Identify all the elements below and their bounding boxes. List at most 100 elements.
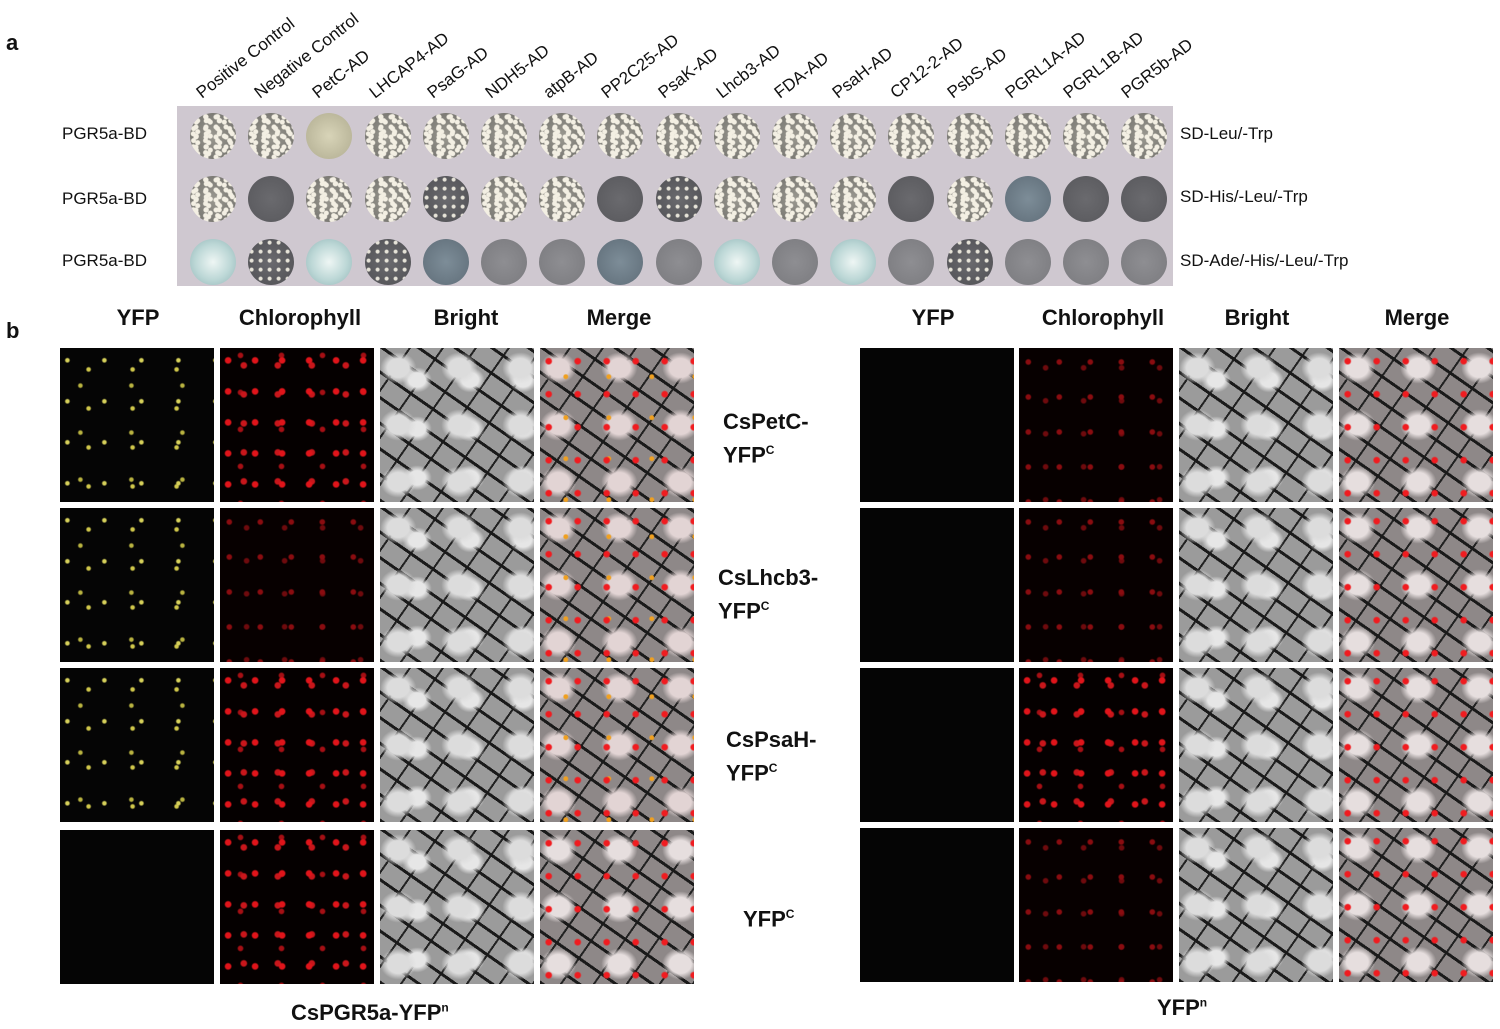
construct-tag-2: YFP [718, 598, 761, 624]
left-bright-image-row3 [380, 668, 534, 822]
right-chlorophyll-image-row4 [1019, 828, 1173, 982]
left-chlorophyll-image-row1 [220, 348, 374, 502]
left-header-yfp: YFP [116, 305, 160, 330]
construct-label-2: CsLhcb3- YFPC [718, 564, 818, 625]
yeast-colony-spot [190, 176, 236, 222]
yeast-colony-spot [830, 239, 877, 285]
yeast-colony-spot [772, 239, 818, 285]
right-merge-image-row4 [1339, 828, 1493, 982]
right-header-yfp: YFP [911, 305, 955, 330]
yeast-colony-spot [772, 176, 818, 222]
construct-name-1: CsPetC- [723, 409, 809, 434]
yeast-colony-spot [422, 176, 469, 222]
left-yfp-image-row2 [60, 508, 214, 662]
medium-label-1: SD-Leu/-Trp [1180, 124, 1273, 143]
construct-name-2: CsLhcb3- [718, 565, 819, 590]
yeast-colony-spot [888, 113, 935, 159]
yeast-colony-spot [364, 176, 411, 222]
left-header-merge: Merge [586, 305, 652, 330]
medium-label-3: SD-Ade/-His/-Leu/-Trp [1180, 251, 1349, 270]
yeast-colony-spot [306, 113, 353, 159]
left-yfp-image-row1 [60, 348, 214, 502]
right-group-name: YFP [1157, 995, 1200, 1020]
left-bright-image-row4 [380, 830, 534, 984]
right-bright-image-row1 [1179, 348, 1333, 502]
left-merge-image-row3 [540, 668, 694, 822]
right-header-merge: Merge [1384, 305, 1450, 330]
yeast-colony-spot [597, 113, 644, 159]
yeast-plate [177, 106, 1173, 286]
right-header-bright: Bright [1224, 305, 1290, 330]
yeast-colony-spot [830, 113, 877, 159]
yeast-colony-spot [248, 239, 295, 285]
yeast-colony-spot [481, 176, 527, 222]
yeast-colony-spot [481, 239, 527, 285]
yeast-colony-spot [946, 176, 993, 222]
construct-tag-3: YFP [726, 760, 769, 786]
right-merge-image-row3 [1339, 668, 1493, 822]
yeast-colony-spot [1121, 113, 1168, 159]
left-merge-image-row1 [540, 348, 694, 502]
yeast-colony-spot [713, 113, 760, 159]
yeast-colony-spot [1063, 113, 1109, 159]
right-group-label: YFPn [1157, 995, 1207, 1021]
left-merge-image-row4 [540, 830, 694, 984]
row-label-2: PGR5a-BD [62, 189, 148, 208]
yeast-colony-spot [306, 239, 353, 285]
yeast-colony-spot [888, 239, 935, 285]
yeast-colony-spot [713, 176, 760, 222]
construct-label-3: CsPsaH- YFPC [726, 726, 816, 787]
yeast-colony-spot [1063, 239, 1109, 285]
yeast-colony-spot [597, 239, 644, 285]
yeast-colony-spot [422, 113, 469, 159]
panel-a-letter: a [6, 30, 19, 55]
yeast-colony-spot [1121, 176, 1168, 222]
yeast-colony-spot [946, 113, 993, 159]
construct-sup-1: C [765, 443, 775, 457]
right-yfp-image-row4 [860, 828, 1014, 982]
yeast-colony-spot [481, 113, 527, 159]
left-merge-image-row2 [540, 508, 694, 662]
yeast-colony-spot [597, 176, 644, 222]
yeast-colony-spot [539, 113, 586, 159]
right-chlorophyll-image-row1 [1019, 348, 1173, 502]
right-bright-image-row3 [1179, 668, 1333, 822]
column-label: Negative Control [250, 9, 362, 103]
left-yfp-image-row4 [60, 830, 214, 984]
right-chlorophyll-image-row3 [1019, 668, 1173, 822]
left-bright-image-row2 [380, 508, 534, 662]
yeast-colony-spot [655, 239, 702, 285]
construct-tag-4: YFP [743, 906, 786, 932]
panel-b-letter: b [6, 318, 20, 343]
construct-tag-1: YFP [723, 442, 766, 468]
left-group-sup: n [441, 1000, 449, 1015]
yeast-colony-spot [1004, 113, 1051, 159]
left-yfp-image-row3 [60, 668, 214, 822]
right-group-sup: n [1199, 995, 1208, 1010]
construct-sup-3: C [768, 761, 778, 775]
yeast-colony-spot [888, 176, 935, 222]
left-chlorophyll-image-row3 [220, 668, 374, 822]
left-chlorophyll-image-row2 [220, 508, 374, 662]
yeast-colony-spot [190, 113, 236, 159]
left-chlorophyll-image-row4 [220, 830, 374, 984]
right-chlorophyll-image-row2 [1019, 508, 1173, 662]
yeast-colony-spot [655, 113, 702, 159]
yeast-colony-spot [772, 113, 818, 159]
construct-sup-2: C [760, 599, 770, 613]
yeast-colony-spot [248, 113, 295, 159]
right-yfp-image-row1 [860, 348, 1014, 502]
yeast-colony-spot [306, 176, 353, 222]
yeast-colony-spot [830, 176, 877, 222]
right-yfp-image-row3 [860, 668, 1014, 822]
yeast-colony-spot [1121, 239, 1168, 285]
right-yfp-image-row2 [860, 508, 1014, 662]
left-header-chlorophyll: Chlorophyll [238, 305, 362, 330]
yeast-colony-spot [190, 239, 236, 285]
construct-sup-4: C [785, 907, 795, 921]
right-merge-image-row1 [1339, 348, 1493, 502]
yeast-colony-spot [655, 176, 702, 222]
yeast-colony-spot [364, 239, 411, 285]
right-header-chlorophyll: Chlorophyll [1041, 305, 1165, 330]
row-label-1: PGR5a-BD [62, 124, 148, 143]
